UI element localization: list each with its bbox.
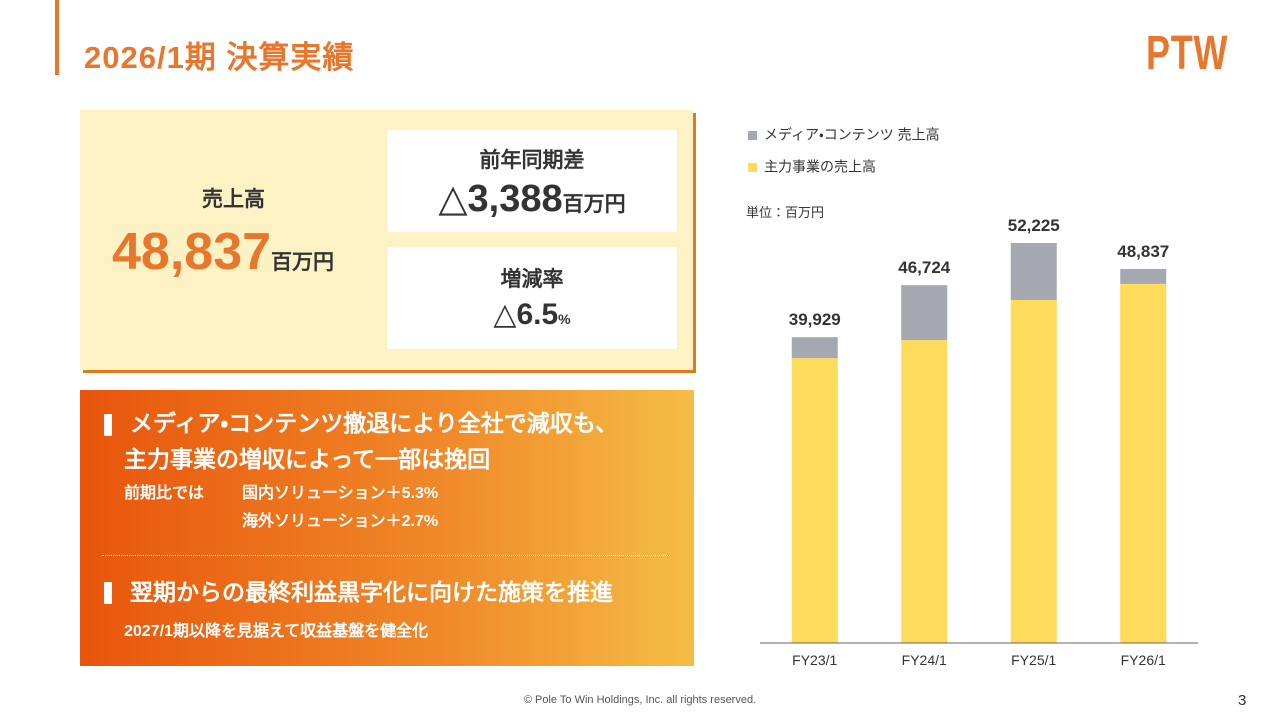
point-detail: 海外ソリューション＋2.7% [242, 513, 439, 530]
rate: △6.5% [387, 297, 677, 332]
point-heading: 翌期からの最終利益黒字化に向けた施策を推進 [130, 579, 613, 605]
bar-segment [1120, 283, 1167, 643]
total-label: 52,225 [1008, 216, 1060, 235]
point-detail: 国内ソリューション＋5.3% [242, 485, 439, 502]
sales: 48,837百万円 [112, 222, 334, 282]
point-heading: メディア・コンテンツ撤退により全社で減収も、 [130, 410, 619, 436]
rate-label: 増減率 [500, 268, 564, 291]
bar-segment [1120, 268, 1167, 284]
bar-segment [1010, 299, 1057, 643]
diff-unit: 百万円 [562, 193, 626, 216]
diff-label: 前年同期差 [479, 149, 585, 172]
x-tick-label: FY26/1 [1121, 652, 1166, 668]
total-label: 39,929 [789, 310, 841, 329]
x-tick-label: FY25/1 [1011, 652, 1056, 668]
unit-label: 単位：百万円 [746, 205, 824, 220]
bar-segment [791, 358, 838, 643]
bar-segment [1010, 243, 1057, 300]
points-panel: メディア・コンテンツ撤退により全社で減収も、 主力事業の増収によって一部は挽回 … [80, 390, 694, 666]
legend-swatch [748, 131, 757, 140]
x-tick-label: FY24/1 [902, 652, 947, 668]
bar-segment [901, 340, 948, 643]
point-heading: 主力事業の増収によって一部は挽回 [124, 446, 491, 472]
diff-value: △3,388 [438, 178, 563, 220]
copyright: © Pole To Win Holdings, Inc. all rights … [523, 694, 757, 706]
bullet-mark [104, 582, 112, 604]
divider [102, 555, 670, 556]
total-label: 46,724 [898, 258, 951, 277]
page-number: 3 [1238, 692, 1247, 709]
rate-value: △6.5 [493, 298, 559, 331]
sales-value: 48,837 [112, 223, 272, 281]
accent-bar [55, 0, 59, 75]
slide-title: 2026/1期 決算実績 [84, 40, 355, 75]
bar-segment [901, 285, 948, 341]
diff: △3,388百万円 [387, 176, 677, 221]
sales-label: 売上高 [202, 188, 265, 211]
bullet-mark [104, 414, 112, 436]
point-detail: 2027/1期以降を見据えて収益基盤を健全化 [124, 623, 429, 640]
bar-segment [791, 337, 838, 359]
legend-label: 主力事業の売上高 [764, 159, 876, 175]
summary-panel: 売上高 48,837百万円 前年同期差 △3,388百万円 増減率 △6.5% [80, 110, 693, 370]
diff-box: 前年同期差 △3,388百万円 [387, 130, 677, 232]
rate-box: 増減率 △6.5% [387, 247, 677, 349]
detail-label: 前期比では [124, 485, 205, 502]
logo: PTW [1146, 27, 1229, 80]
legend-label: メディア・コンテンツ 売上高 [764, 127, 940, 143]
x-tick-label: FY23/1 [792, 652, 837, 668]
sales-unit: 百万円 [271, 251, 335, 274]
total-label: 48,837 [1117, 242, 1169, 261]
legend-swatch [748, 163, 757, 172]
rate-unit: % [558, 311, 571, 327]
